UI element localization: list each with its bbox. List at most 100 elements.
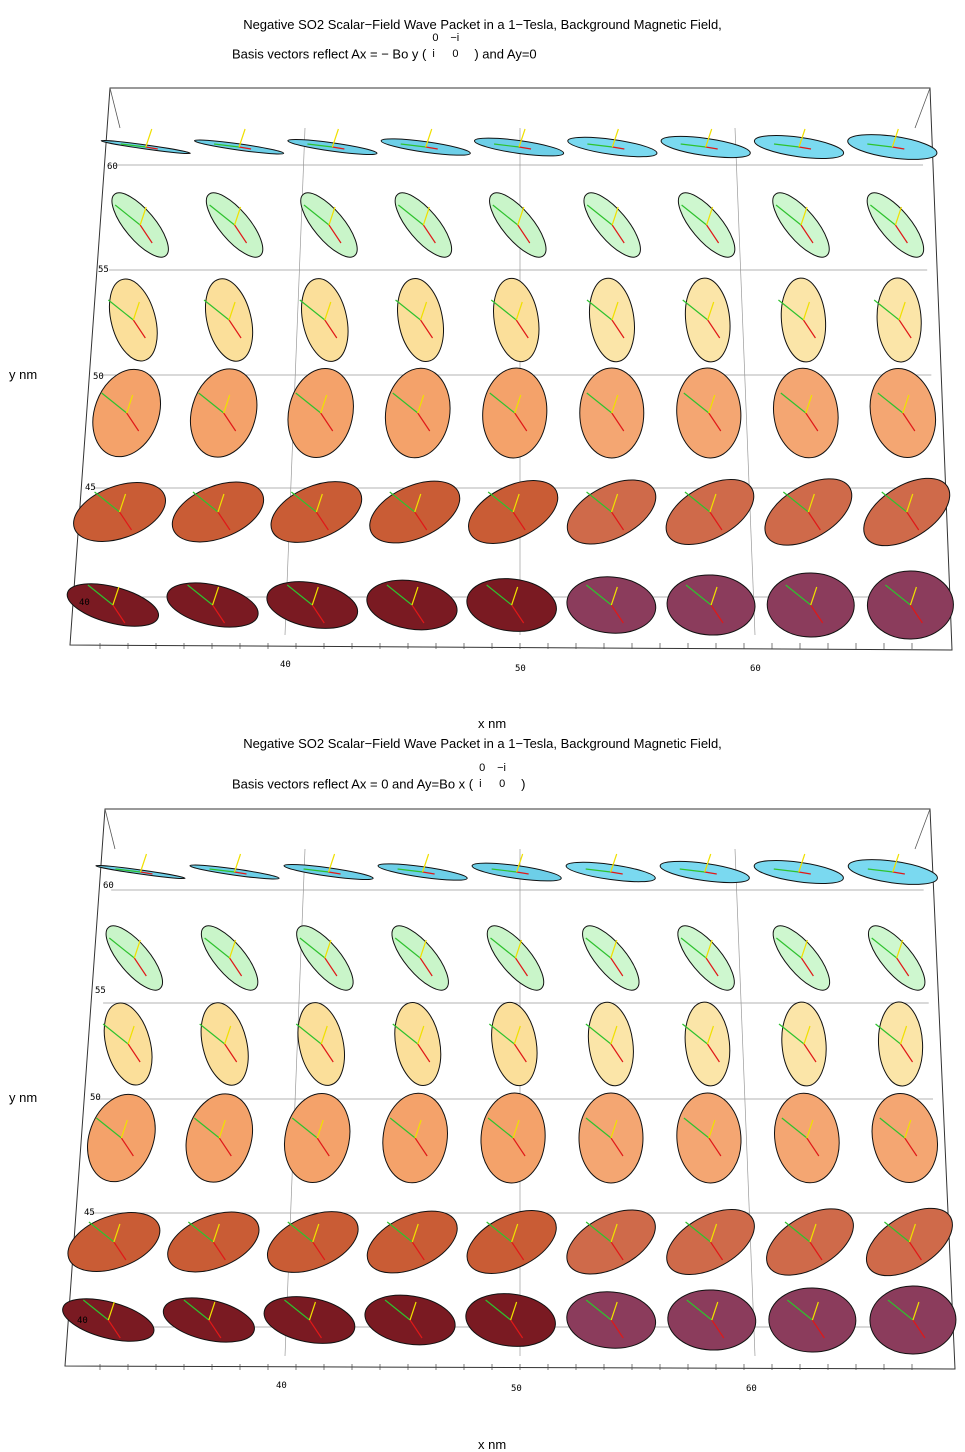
wave-packet-ellipse	[270, 481, 363, 543]
basis-vector-red	[908, 1241, 922, 1261]
plot-panel-1: Negative SO2 Scalar−Field Wave Packet in…	[0, 0, 965, 731]
basis-vector-green	[778, 299, 804, 321]
basis-vector-yellow	[422, 206, 430, 226]
basis-vector-red	[611, 511, 625, 531]
basis-vector-green	[773, 868, 799, 873]
basis-vector-yellow	[810, 586, 818, 606]
basis-vector-yellow	[127, 1025, 135, 1045]
basis-vector-green	[209, 204, 235, 226]
wave-packet-ellipse	[665, 478, 755, 546]
basis-vector-green	[114, 204, 141, 226]
wave-packet-ellipse	[486, 925, 545, 991]
wave-packet-ellipse	[565, 853, 656, 883]
grid-line	[734, 848, 756, 1357]
basis-vector-red	[611, 319, 625, 339]
basis-vector-red	[324, 319, 338, 339]
basis-vector-yellow	[512, 493, 520, 513]
wave-packet-ellipse	[659, 853, 750, 884]
wave-packet-ellipse	[166, 582, 259, 628]
basis-vector-red	[704, 871, 717, 875]
basis-vector-red	[706, 224, 720, 244]
basis-vector-yellow	[611, 206, 619, 226]
basis-vector-red	[422, 871, 435, 875]
wave-packet-ellipse	[676, 367, 742, 459]
basis-vector-red	[425, 146, 438, 150]
wave-packet-ellipse	[677, 192, 736, 258]
wave-packet-ellipse	[660, 128, 751, 159]
x-axis-label: x nm	[478, 716, 507, 731]
wave-packet-ellipse	[488, 1001, 538, 1087]
wave-packet-ellipse	[773, 367, 839, 459]
basis-vector-red	[902, 412, 916, 432]
basis-vector-red	[709, 511, 723, 531]
pauli-matrix: 0 −i i 0	[475, 762, 519, 796]
basis-vector-green	[585, 1221, 612, 1243]
wave-packet-ellipse	[162, 1297, 255, 1343]
basis-vector-red	[610, 1043, 624, 1063]
wave-packet-ellipse	[471, 853, 562, 882]
basis-vector-green	[585, 1117, 612, 1139]
basis-vector-yellow	[906, 493, 914, 513]
frame-edge	[914, 808, 931, 850]
basis-vector-yellow	[223, 394, 231, 414]
basis-vector-green	[586, 392, 613, 414]
basis-vector-green	[386, 584, 413, 606]
basis-vector-yellow	[409, 1301, 417, 1321]
basis-vector-green	[183, 1299, 210, 1321]
basis-vector-green	[586, 204, 613, 226]
basis-vector-green	[492, 204, 519, 226]
y-tick-label: 40	[79, 598, 90, 608]
wave-packet-ellipse	[766, 572, 855, 638]
y-tick-label: 55	[98, 265, 109, 275]
basis-vector-green	[778, 1023, 805, 1045]
basis-vector-yellow	[331, 128, 339, 148]
wave-packet-ellipse	[300, 192, 358, 258]
wave-packet-ellipse	[489, 192, 547, 258]
basis-vector-green	[295, 1023, 322, 1045]
basis-vector-yellow	[217, 493, 225, 513]
wave-packet-ellipse	[392, 1002, 442, 1086]
basis-vector-red	[708, 412, 722, 432]
wave-packet-ellipse	[66, 583, 160, 627]
wave-packet-ellipse	[778, 1001, 827, 1087]
basis-vector-yellow	[224, 1025, 232, 1045]
basis-vector-green	[490, 299, 517, 321]
wave-packet-ellipse	[869, 1285, 957, 1355]
wave-packet-ellipse	[753, 128, 845, 159]
wave-packet-ellipse	[364, 1294, 456, 1346]
x-axis-label: x nm	[478, 1437, 507, 1452]
wave-packet-ellipse	[200, 925, 259, 991]
basis-vector-red	[112, 604, 126, 624]
wave-packet-ellipse	[287, 367, 354, 459]
basis-vector-green	[486, 1221, 513, 1243]
basis-vector-green	[199, 1023, 226, 1045]
basis-vector-green	[683, 1117, 710, 1139]
wave-packet-ellipse	[199, 1002, 249, 1086]
wave-packet-ellipse	[266, 581, 359, 629]
plot-subtitle: Basis vectors reflect Ax = − Bo y ( 0 −i…	[232, 32, 537, 66]
basis-vector-yellow	[891, 128, 899, 148]
basis-vector-yellow	[798, 128, 806, 148]
basis-vector-green	[775, 204, 802, 226]
basis-vector-red	[803, 1043, 817, 1063]
basis-vector-yellow	[899, 1025, 908, 1045]
basis-vector-red	[514, 957, 528, 977]
basis-vector-yellow	[610, 1119, 618, 1139]
y-axis-label: y nm	[9, 1090, 38, 1105]
basis-vector-yellow	[610, 939, 618, 959]
basis-vector-yellow	[909, 586, 917, 606]
basis-vector-red	[422, 224, 436, 244]
wave-packet-ellipse	[87, 1093, 156, 1183]
x-tick-label: 60	[750, 664, 761, 674]
wave-packet-ellipse	[490, 277, 540, 363]
basis-vector-green	[290, 491, 317, 513]
basis-vector-yellow	[514, 394, 522, 414]
basis-vector-yellow	[610, 1025, 618, 1045]
wave-packet-ellipse	[287, 128, 378, 156]
basis-vector-yellow	[896, 939, 904, 959]
wave-packet-ellipse	[171, 481, 265, 543]
basis-vector-yellow	[422, 853, 430, 873]
y-axis-label: y nm	[9, 367, 38, 382]
basis-vector-green	[877, 392, 904, 414]
basis-vector-yellow	[709, 1223, 718, 1243]
